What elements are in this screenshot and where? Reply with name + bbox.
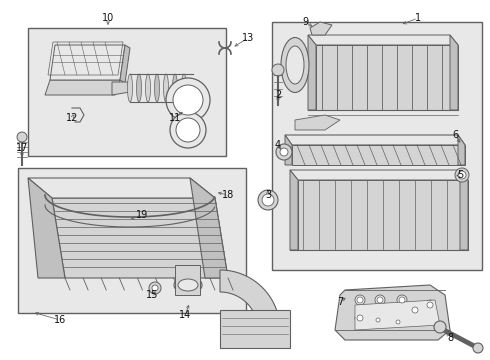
Polygon shape: [290, 170, 468, 180]
Circle shape: [434, 321, 446, 333]
Circle shape: [410, 305, 420, 315]
Polygon shape: [45, 80, 120, 95]
Polygon shape: [308, 35, 316, 110]
Polygon shape: [460, 170, 468, 250]
Circle shape: [176, 118, 200, 142]
Polygon shape: [335, 285, 450, 340]
Circle shape: [280, 148, 288, 156]
Bar: [28, 28, 226, 156]
Circle shape: [375, 295, 385, 305]
Polygon shape: [290, 170, 298, 250]
Polygon shape: [50, 45, 125, 80]
Polygon shape: [298, 180, 468, 250]
Circle shape: [374, 316, 382, 324]
Polygon shape: [450, 35, 458, 110]
Text: 5: 5: [457, 170, 463, 180]
Text: 4: 4: [275, 140, 281, 150]
Text: 9: 9: [302, 17, 308, 27]
Text: 8: 8: [447, 333, 453, 343]
Polygon shape: [355, 300, 440, 330]
Circle shape: [355, 295, 365, 305]
Polygon shape: [285, 135, 465, 145]
Polygon shape: [316, 45, 458, 110]
Ellipse shape: [154, 74, 160, 102]
Polygon shape: [308, 35, 458, 45]
Text: 14: 14: [179, 310, 191, 320]
Ellipse shape: [127, 74, 132, 102]
Circle shape: [272, 64, 284, 76]
PathPatch shape: [220, 270, 280, 330]
Circle shape: [399, 297, 405, 303]
Text: 18: 18: [222, 190, 234, 200]
Circle shape: [412, 307, 418, 313]
Ellipse shape: [286, 46, 304, 84]
Circle shape: [425, 300, 435, 310]
Circle shape: [149, 282, 161, 294]
Circle shape: [262, 194, 274, 206]
Circle shape: [173, 85, 203, 115]
Polygon shape: [112, 82, 130, 95]
Text: 10: 10: [102, 13, 114, 23]
Polygon shape: [175, 265, 200, 295]
Ellipse shape: [146, 74, 150, 102]
Circle shape: [166, 78, 210, 122]
Text: 17: 17: [16, 143, 28, 153]
Circle shape: [276, 144, 292, 160]
Text: 15: 15: [146, 290, 158, 300]
Text: 7: 7: [337, 297, 343, 307]
Circle shape: [455, 168, 469, 182]
Ellipse shape: [178, 279, 198, 291]
Text: 3: 3: [265, 190, 271, 200]
Text: 2: 2: [275, 90, 281, 100]
Polygon shape: [285, 135, 292, 165]
Polygon shape: [295, 115, 340, 130]
Text: 19: 19: [136, 210, 148, 220]
Ellipse shape: [172, 74, 177, 102]
Circle shape: [355, 313, 365, 323]
Polygon shape: [120, 45, 130, 83]
Polygon shape: [292, 145, 465, 165]
Text: 6: 6: [452, 130, 458, 140]
Circle shape: [152, 285, 158, 291]
Circle shape: [397, 295, 407, 305]
Bar: [18, 168, 246, 313]
Circle shape: [357, 315, 363, 321]
Circle shape: [394, 318, 402, 326]
Circle shape: [473, 343, 483, 353]
Ellipse shape: [164, 74, 169, 102]
Bar: [272, 22, 482, 270]
Circle shape: [258, 190, 278, 210]
Text: 13: 13: [242, 33, 254, 43]
Text: 16: 16: [54, 315, 66, 325]
Ellipse shape: [174, 276, 202, 294]
Polygon shape: [52, 198, 228, 278]
Text: 11: 11: [169, 113, 181, 123]
Circle shape: [17, 132, 27, 142]
Polygon shape: [28, 178, 65, 278]
Circle shape: [396, 320, 400, 324]
Text: 1: 1: [415, 13, 421, 23]
Polygon shape: [310, 22, 332, 35]
Text: 12: 12: [66, 113, 78, 123]
Circle shape: [357, 297, 363, 303]
Ellipse shape: [281, 37, 309, 93]
Circle shape: [377, 297, 383, 303]
Circle shape: [376, 318, 380, 322]
Polygon shape: [190, 178, 228, 278]
Polygon shape: [220, 310, 290, 348]
Polygon shape: [458, 135, 465, 165]
Ellipse shape: [137, 74, 142, 102]
Circle shape: [427, 302, 433, 308]
Polygon shape: [28, 178, 215, 198]
Circle shape: [458, 171, 466, 179]
Ellipse shape: [181, 74, 187, 102]
Circle shape: [170, 112, 206, 148]
